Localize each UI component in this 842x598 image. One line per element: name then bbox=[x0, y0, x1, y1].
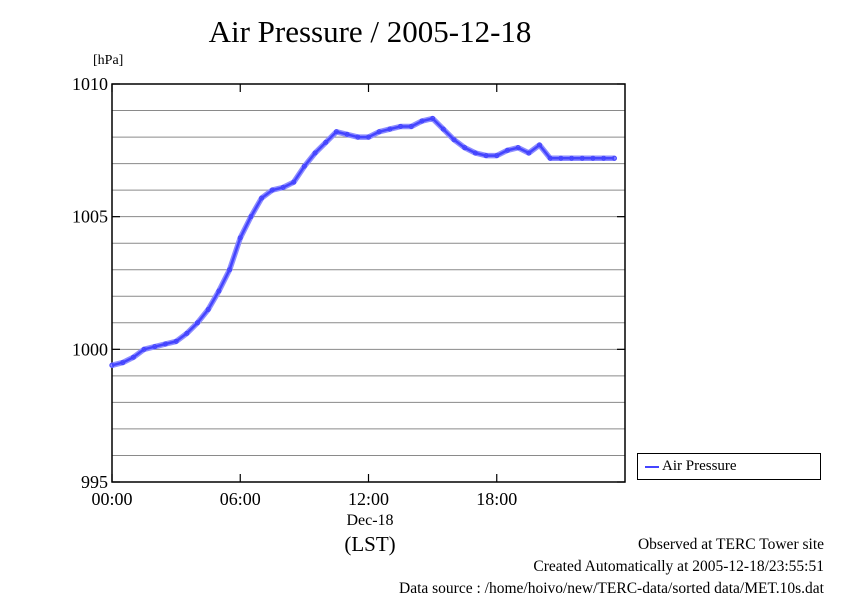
data-point bbox=[216, 288, 222, 294]
data-point bbox=[162, 341, 168, 347]
footer-observed: Observed at TERC Tower site bbox=[637, 536, 824, 553]
data-point bbox=[440, 126, 446, 132]
series-line bbox=[111, 117, 615, 367]
x-tick-label: 06:00 bbox=[220, 489, 261, 509]
data-point bbox=[590, 155, 596, 161]
data-point bbox=[558, 155, 564, 161]
y-axis-unit-label: [hPa] bbox=[93, 53, 124, 68]
data-point bbox=[408, 123, 414, 129]
data-point bbox=[109, 362, 115, 368]
data-point bbox=[184, 330, 190, 336]
data-point bbox=[248, 214, 254, 220]
data-point bbox=[451, 137, 457, 143]
data-point bbox=[462, 145, 468, 151]
data-point bbox=[173, 338, 179, 344]
data-point bbox=[237, 235, 243, 241]
y-tick-label: 1010 bbox=[72, 74, 108, 94]
data-point bbox=[483, 153, 489, 159]
data-point bbox=[291, 179, 297, 185]
data-point bbox=[494, 153, 500, 159]
y-tick-label: 995 bbox=[81, 472, 108, 492]
plot-border bbox=[111, 83, 626, 483]
series-layer bbox=[109, 115, 618, 369]
data-point bbox=[515, 145, 521, 151]
data-point bbox=[333, 129, 339, 135]
plot-frame bbox=[111, 83, 626, 483]
data-point bbox=[547, 155, 553, 161]
data-point bbox=[205, 307, 211, 313]
data-point bbox=[398, 123, 404, 129]
data-point bbox=[504, 147, 510, 153]
x-tick-label: 12:00 bbox=[348, 489, 389, 509]
data-point bbox=[430, 115, 436, 121]
data-point bbox=[312, 150, 318, 156]
data-point bbox=[526, 150, 532, 156]
data-point bbox=[130, 354, 136, 360]
data-point bbox=[120, 360, 126, 366]
data-point bbox=[301, 163, 307, 169]
x-tick-label: 00:00 bbox=[91, 489, 132, 509]
data-point bbox=[387, 126, 393, 132]
x-tick-label: 18:00 bbox=[476, 489, 517, 509]
x-axis-date-label: Dec-18 bbox=[346, 512, 394, 529]
data-point bbox=[376, 129, 382, 135]
footer-created: Created Automatically at 2005-12-18/23:5… bbox=[533, 558, 824, 575]
data-point bbox=[227, 267, 233, 273]
data-point bbox=[366, 134, 371, 140]
legend-swatch bbox=[645, 466, 659, 468]
data-point bbox=[280, 184, 286, 190]
legend-label: Air Pressure bbox=[662, 458, 737, 474]
data-point bbox=[537, 142, 542, 148]
data-point bbox=[259, 195, 265, 201]
data-point bbox=[579, 155, 585, 161]
data-point bbox=[344, 131, 350, 137]
data-point bbox=[355, 134, 361, 140]
data-point bbox=[419, 118, 425, 124]
data-point bbox=[601, 155, 607, 161]
data-point bbox=[141, 346, 147, 352]
y-tick-label: 1005 bbox=[72, 207, 108, 227]
chart-title: Air Pressure / 2005-12-18 bbox=[208, 14, 532, 49]
legend: Air Pressure bbox=[637, 453, 821, 480]
data-point bbox=[472, 150, 478, 156]
data-point bbox=[269, 187, 275, 193]
data-point bbox=[152, 344, 158, 350]
data-point bbox=[323, 139, 329, 145]
axis-ticks: 995 1000 1005 1010 00:00 06:00 12:00 18:00 bbox=[72, 74, 625, 509]
x-axis-timezone-label: (LST) bbox=[344, 532, 396, 556]
data-point bbox=[195, 320, 200, 326]
data-point bbox=[569, 155, 575, 161]
data-point bbox=[611, 155, 617, 161]
series-band bbox=[109, 115, 618, 369]
y-tick-label: 1000 bbox=[72, 339, 108, 359]
gridlines bbox=[112, 110, 625, 456]
footer-source: Data source : /home/hoivo/new/TERC-data/… bbox=[399, 580, 824, 597]
